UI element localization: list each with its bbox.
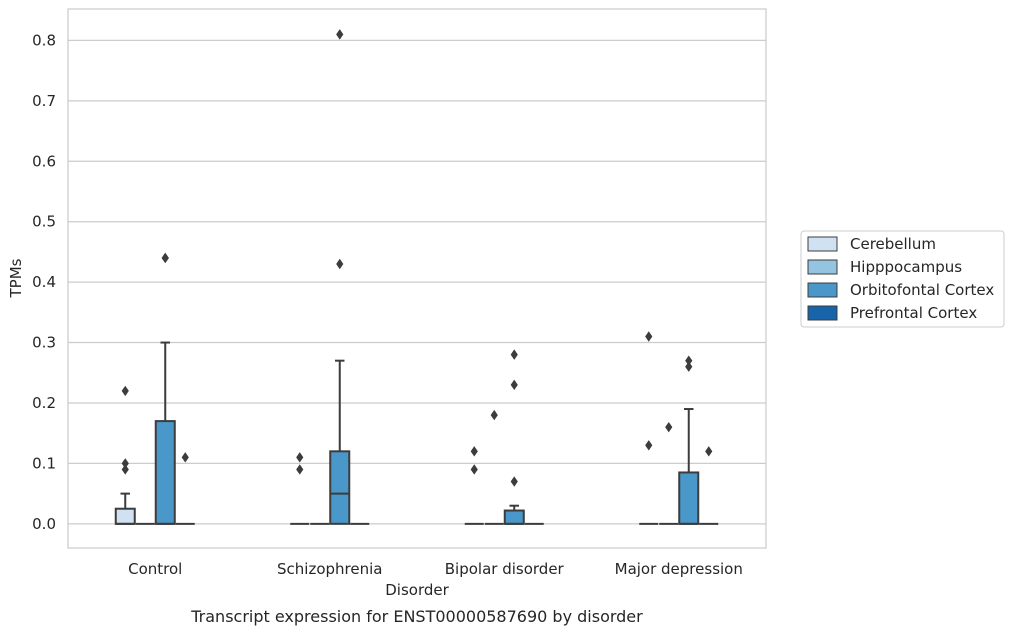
outlier-point	[296, 452, 304, 463]
y-tick-label: 0.0	[32, 515, 56, 533]
box-body	[329, 450, 351, 525]
outlier-point	[645, 440, 653, 451]
box-element	[329, 29, 351, 525]
legend-swatch	[807, 305, 838, 321]
outlier-point	[296, 464, 304, 475]
x-tick-label: Schizophrenia	[277, 560, 382, 578]
legend-label: Prefrontal Cortex	[850, 304, 977, 322]
box-element	[484, 409, 504, 525]
x-tick-label: Control	[128, 560, 182, 578]
y-tick-label: 0.1	[32, 454, 56, 472]
y-tick-label: 0.5	[32, 213, 56, 231]
outlier-point	[470, 464, 478, 475]
y-tick-label: 0.4	[32, 273, 56, 291]
plot-area-frame	[67, 8, 767, 549]
outlier-point	[665, 421, 673, 433]
box-body	[678, 471, 700, 525]
box-body	[114, 507, 136, 525]
x-tick-label: Bipolar disorder	[445, 560, 565, 578]
y-tick-label: 0.8	[32, 31, 56, 49]
legend-label: Cerebellum	[850, 235, 936, 253]
outlier-point	[685, 355, 693, 366]
y-tick-label: 0.7	[32, 92, 56, 110]
outlier-point	[685, 361, 693, 372]
legend-items: Cerebellum Hipppocampus Orbitofontal Corte…	[807, 235, 994, 322]
legend: Cerebellum Hipppocampus Orbitofontal Corte…	[800, 230, 1005, 328]
outlier-point	[490, 409, 498, 421]
box-element	[639, 331, 659, 525]
legend-swatch	[807, 259, 838, 275]
y-axis-label: TPMs	[7, 258, 25, 298]
legend-swatch	[807, 282, 838, 298]
outlier-point	[705, 446, 713, 457]
x-axis-label: Disorder	[385, 581, 449, 599]
outlier-point	[336, 29, 344, 40]
x-tick-labels: Control Schizophrenia Bipolar disorder Majo…	[128, 560, 743, 578]
outlier-point	[181, 452, 189, 463]
outlier-point	[510, 379, 518, 391]
box-element	[699, 446, 719, 525]
chart-caption: Transcript expression for ENST0000058769…	[190, 607, 643, 626]
outlier-point	[161, 252, 169, 264]
outlier-point	[121, 385, 129, 397]
box-element	[114, 385, 136, 525]
box-body	[154, 420, 176, 525]
outlier-point	[336, 258, 344, 270]
outlier-point	[510, 349, 518, 360]
outlier-point	[510, 476, 518, 487]
box-element	[659, 421, 679, 525]
outlier-point	[645, 331, 653, 342]
box-element	[290, 452, 310, 525]
outlier-point	[121, 464, 129, 475]
boxes	[114, 29, 719, 525]
box-element	[154, 252, 176, 525]
legend-frame	[800, 230, 1005, 328]
y-tick-labels: 0.0 0.1 0.2 0.3 0.4 0.5 0.6 0.7 0.8	[32, 31, 56, 532]
y-tick-label: 0.3	[32, 334, 56, 352]
box-element	[503, 349, 525, 525]
legend-swatch	[807, 236, 838, 252]
box-element	[464, 446, 484, 525]
legend-label: Hipppocampus	[850, 258, 962, 276]
y-tick-label: 0.2	[32, 394, 56, 412]
legend-label: Orbitofontal Cortex	[850, 281, 994, 299]
x-tick-label: Major depression	[615, 560, 743, 578]
outlier-point	[470, 446, 478, 457]
y-tick-label: 0.6	[32, 152, 56, 170]
box-element	[175, 452, 195, 525]
box-element	[678, 355, 700, 525]
box-body	[503, 509, 525, 525]
outlier-point	[121, 458, 129, 469]
